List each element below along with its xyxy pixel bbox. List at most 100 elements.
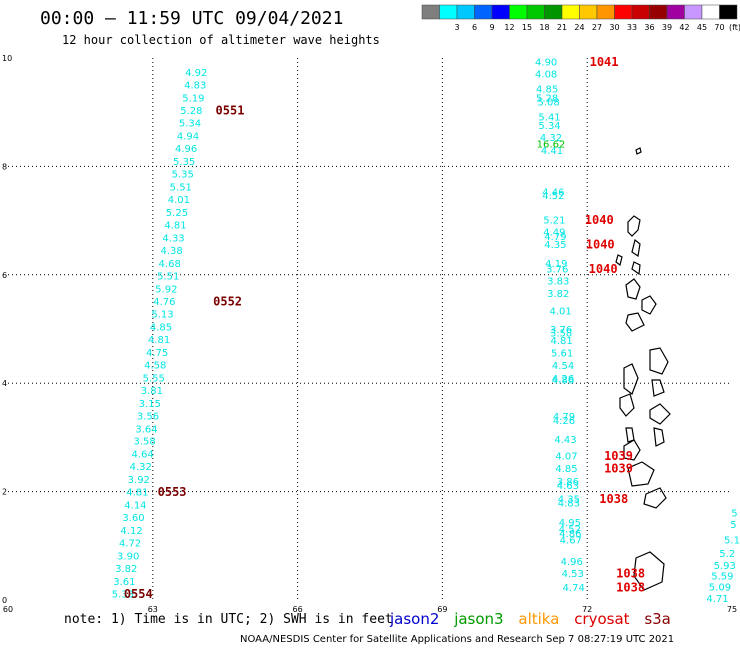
legend-label: 36 [644, 23, 654, 32]
plot-grid: 60 63 66 69 72 75 0 2 4 6 8 10 [2, 54, 737, 614]
legend-label: 42 [679, 23, 689, 32]
y-tick-label: 6 [2, 271, 7, 280]
swh-value: 5 [731, 508, 737, 519]
legend-swatch [561, 4, 580, 20]
swh-value: 5.1 [724, 535, 740, 546]
legend-swatch [544, 4, 563, 20]
swh-value: 4.71 [706, 594, 728, 605]
swh-value: 4.75 [146, 348, 168, 359]
swh-value: 4.86 [552, 375, 574, 386]
pass-number: 1038 [616, 581, 645, 595]
legend-unit-label: (ft) [729, 23, 740, 32]
swh-value: 4.52 [559, 525, 581, 536]
swh-value: 4.35 [544, 240, 566, 251]
swh-value: 16.62 [537, 140, 566, 151]
swh-value: 3.56 [137, 411, 159, 422]
swh-value: 4.14 [124, 501, 146, 512]
swh-value: 3.83 [547, 276, 569, 287]
x-tick-label: 63 [148, 605, 158, 614]
x-tick-label: 72 [582, 605, 592, 614]
swh-value: 5.35 [172, 170, 194, 181]
swh-value: 4.26 [553, 416, 575, 427]
legend-swatch [474, 4, 493, 20]
swh-value: 4.32 [130, 462, 152, 473]
pass-number: 0553 [158, 485, 187, 499]
island-outlines [615, 147, 671, 591]
swh-value: 5.51 [157, 271, 179, 282]
swh-value: 4.32 [540, 133, 562, 144]
swh-value: 4.79 [544, 232, 566, 243]
pass-number: 0552 [213, 294, 242, 308]
legend-label: 33 [627, 23, 637, 32]
mission-s3a: s3a [644, 610, 671, 628]
swh-value: 3.64 [135, 424, 157, 435]
swh-value: 5.09 [709, 583, 731, 594]
swh-value: 4.76 [153, 297, 175, 308]
swh-value: 4.81 [164, 220, 186, 231]
swh-value: 5.41 [538, 113, 560, 124]
swh-observations: 4.924.835.195.285.344.944.965.355.355.51… [112, 57, 740, 605]
swh-value: 3.82 [547, 289, 569, 300]
legend-swatch [421, 4, 440, 20]
swh-value: 5 [730, 520, 736, 531]
swh-value: 5.08 [537, 97, 559, 108]
mission-legend: jason2 jason3 altika cryosat s3a [390, 610, 681, 628]
legend-swatch [509, 4, 528, 20]
legend-label: 24 [574, 23, 584, 32]
footnote-units: note: 1) Time is in UTC; 2) SWH is in fe… [64, 612, 393, 627]
legend-swatch [649, 4, 668, 20]
swh-value: 4.46 [542, 187, 564, 198]
x-tick-label: 75 [727, 605, 737, 614]
swh-value: 4.52 [542, 191, 564, 202]
swh-value: 5.2 [719, 549, 735, 560]
swh-value: 4.38 [160, 246, 182, 257]
legend-label: 30 [609, 23, 619, 32]
swh-value: 4.01 [168, 195, 190, 206]
swh-value: 5.28 [536, 94, 558, 105]
swh-value: 4.41 [541, 146, 563, 157]
swh-value: 3.81 [141, 386, 163, 397]
swh-value: 4.67 [560, 535, 582, 546]
swh-value: 5.19 [182, 94, 204, 105]
swh-value: 4.07 [555, 451, 577, 462]
swh-value: 3.82 [115, 564, 137, 575]
swh-value: 3.58 [550, 328, 572, 339]
swh-value: 4.63 [557, 481, 579, 492]
pass-number: 1039 [604, 461, 633, 475]
swh-value: 4.49 [543, 228, 565, 239]
swh-value: 4.85 [555, 464, 577, 475]
legend-label: 15 [522, 23, 532, 32]
pass-number: 0554 [124, 587, 153, 601]
pass-number: 1040 [585, 213, 614, 227]
x-tick-label: 66 [293, 605, 303, 614]
swh-value: 4.83 [184, 81, 206, 92]
swh-value: 4.08 [535, 69, 557, 80]
legend-label: 45 [697, 23, 707, 32]
mission-jason3: jason3 [454, 610, 504, 628]
swh-value: 3.76 [550, 325, 572, 336]
pass-number: 1038 [616, 566, 645, 580]
legend-swatch [631, 4, 650, 20]
y-tick-label: 8 [2, 162, 7, 171]
legend-label: 27 [592, 23, 602, 32]
legend-swatch [439, 4, 458, 20]
swh-value: 4.96 [561, 557, 583, 568]
swh-value: 3.76 [546, 264, 568, 275]
legend-swatch [579, 4, 598, 20]
x-tick-label: 69 [437, 605, 447, 614]
swh-value: 3.61 [113, 577, 135, 588]
chart-title: 00:00 – 11:59 UTC 09/04/2021 [40, 8, 344, 29]
swh-value: 4.64 [132, 450, 154, 461]
legend-label: 12 [504, 23, 514, 32]
y-tick-label: 2 [2, 488, 7, 497]
swh-value: 5.92 [155, 284, 177, 295]
swh-value: 5.21 [543, 216, 565, 227]
legend-swatch [456, 4, 475, 20]
swh-value: 4.72 [119, 539, 141, 550]
swh-value: 4.86 [559, 529, 581, 540]
swh-value: 5.93 [714, 561, 736, 572]
swh-value: 4.90 [535, 57, 557, 68]
swh-value: 4.81 [148, 335, 170, 346]
pass-number: 1040 [586, 237, 615, 251]
swh-value: 4.53 [562, 569, 584, 580]
